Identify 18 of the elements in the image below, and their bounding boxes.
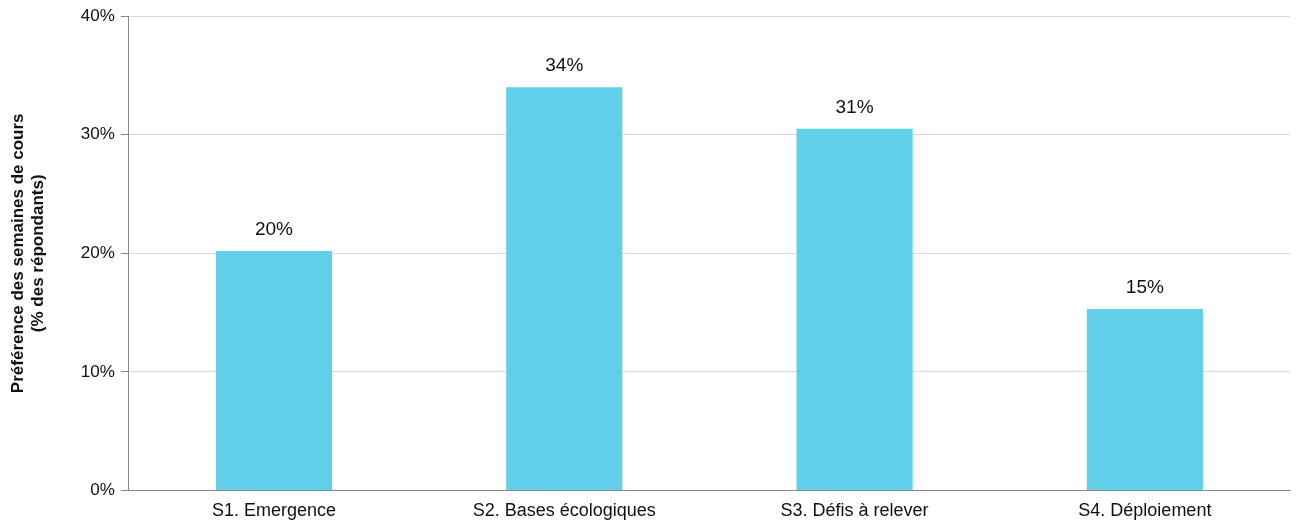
x-tick-label: S4. Déploiement [1078,500,1212,521]
data-label: 20% [254,217,294,239]
y-tick-label: 0% [90,480,115,500]
data-label: 31% [835,95,874,117]
data-label: 15% [1125,275,1164,297]
bar [506,87,623,490]
y-tick-label: 30% [80,124,115,144]
x-tick-label: S1. Emergence [211,500,337,521]
y-tick-label: 40% [80,5,115,25]
bar [1086,309,1203,490]
bar [796,128,913,490]
y-axis-title: Préférence des semaines de cours (% des répondants) [7,113,48,394]
y-tick-label: 10% [80,361,115,381]
data-label: 34% [545,54,584,76]
x-tick-label: S3. Défis à relever [780,500,929,521]
y-tick-label: 20% [80,242,115,262]
x-tick-label: S2. Bases écologiques [472,500,656,521]
bar [215,250,333,490]
